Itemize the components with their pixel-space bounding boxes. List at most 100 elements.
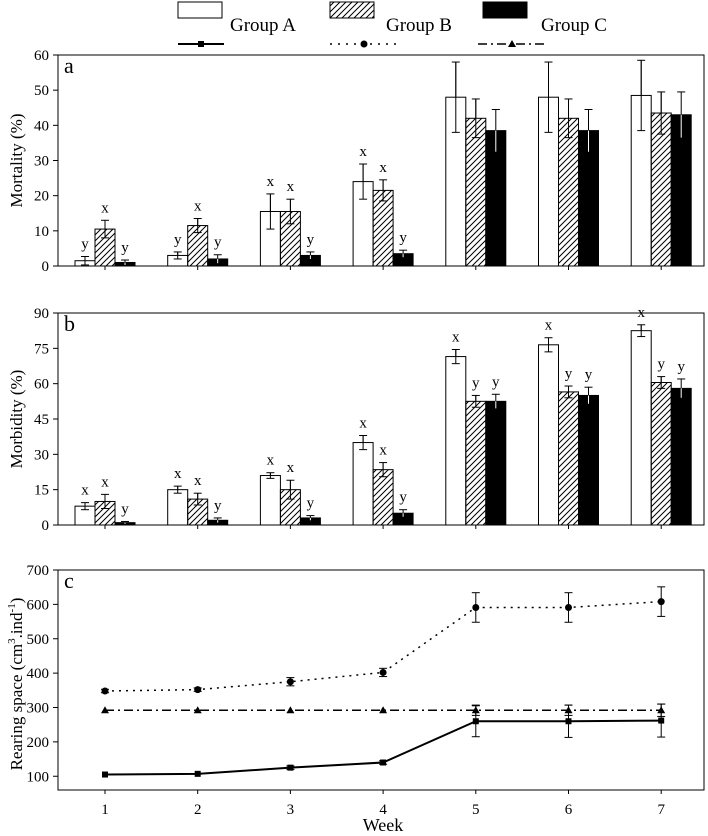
legend-swatch-group-a (177, 1, 223, 19)
point-group-c (657, 706, 666, 714)
significance-label: y (307, 496, 315, 512)
point-group-b (286, 678, 294, 686)
bar-group-b (372, 189, 394, 267)
bar-group-a (167, 489, 189, 526)
point-group-a (472, 718, 479, 725)
significance-label: y (214, 235, 222, 251)
legend-swatch-group-c (482, 1, 528, 19)
y-tick-label: 400 (27, 666, 50, 682)
y-axis-label: Morbidity (%) (7, 370, 26, 469)
point-group-a (287, 764, 294, 771)
significance-label: x (81, 483, 89, 499)
significance-label: y (307, 232, 315, 248)
point-group-a (658, 717, 665, 724)
bar-group-a (630, 330, 652, 526)
significance-label: x (101, 474, 109, 490)
significance-label: x (359, 144, 367, 160)
significance-label: y (121, 240, 129, 256)
line-group-b (104, 600, 662, 692)
significance-label: x (267, 453, 275, 469)
bar-group-c (670, 387, 692, 526)
y-tick-label: 200 (27, 735, 50, 751)
significance-label: x (267, 174, 275, 190)
point-group-a (194, 770, 201, 777)
legend-line-group-c (478, 40, 546, 47)
significance-label: y (677, 359, 685, 375)
y-tick-label: 600 (27, 597, 50, 613)
point-group-c (564, 706, 573, 714)
bar-group-b (650, 381, 672, 526)
panel-label: a (64, 53, 74, 78)
significance-label: x (287, 460, 295, 476)
y-tick-label: 700 (27, 563, 50, 579)
legend-label-group-b: Group B (386, 15, 452, 36)
y-tick-label: 40 (34, 118, 49, 134)
panel-label: c (64, 568, 74, 593)
legend-line-group-a (178, 41, 224, 47)
point-group-c (379, 706, 388, 714)
y-tick-label: 60 (34, 48, 49, 64)
x-tick-label: 4 (379, 802, 387, 818)
significance-label: y (399, 230, 407, 246)
significance-label: x (379, 443, 387, 459)
x-tick-label: 7 (657, 802, 665, 818)
significance-label: y (214, 498, 222, 514)
line-group-a (104, 719, 662, 776)
y-tick-label: 75 (34, 341, 49, 357)
y-tick-label: 15 (34, 483, 49, 499)
significance-label: x (359, 415, 367, 431)
significance-label: x (101, 200, 109, 216)
panel-c-rearing-space: 100 200 300 400 500 600 700 1 2 3 4 5 6 7 c Rearing spa… (6, 563, 705, 818)
y-tick-label: 500 (27, 632, 50, 648)
y-tick-label: 20 (34, 189, 49, 205)
point-group-c (286, 706, 295, 714)
bar-group-a (538, 344, 559, 526)
bar-group-b (465, 117, 487, 267)
bar-group-b (650, 112, 672, 267)
significance-label: y (492, 374, 500, 390)
y-tick-label: 30 (34, 154, 49, 170)
point-group-b (472, 603, 480, 611)
significance-label: x (287, 179, 295, 195)
bar-group-b (465, 400, 487, 526)
significance-label: y (174, 232, 182, 248)
legend-label-group-c: Group C (541, 15, 607, 36)
bar-group-c (578, 394, 599, 526)
significance-label: x (379, 160, 387, 176)
bar-group-b (558, 117, 579, 267)
legend-line-group-b (330, 40, 398, 48)
point-group-c (193, 706, 202, 714)
point-group-b (565, 603, 572, 611)
significance-label: y (121, 501, 129, 517)
y-tick-label: 90 (34, 306, 49, 322)
point-group-b (101, 687, 109, 695)
y-tick-label: 300 (27, 701, 50, 717)
y-tick-label: 30 (34, 447, 49, 463)
significance-label: y (585, 367, 593, 383)
y-tick-label: 0 (42, 518, 50, 534)
point-group-a (102, 771, 108, 778)
significance-label: x (545, 318, 553, 334)
point-group-a (380, 759, 387, 766)
significance-label: x (637, 305, 645, 321)
point-group-b (657, 598, 665, 606)
x-tick-label: 1 (101, 802, 109, 818)
y-tick-label: 60 (34, 377, 49, 393)
y-tick-label: 45 (34, 412, 49, 428)
panel-label: b (64, 311, 75, 336)
x-axis-label: Week (363, 815, 404, 835)
legend-label-group-a: Group A (230, 15, 296, 36)
point-group-b (379, 668, 387, 676)
bar-group-b (372, 469, 394, 526)
x-tick-label: 3 (287, 802, 295, 818)
significance-label: y (81, 237, 89, 253)
x-tick-label: 5 (472, 802, 480, 818)
point-group-b (194, 686, 202, 694)
point-group-a (565, 718, 572, 725)
y-axis-label: Mortality (%) (7, 114, 26, 208)
legend: Group A Group B Group C (177, 1, 607, 48)
y-tick-label: 50 (34, 83, 49, 99)
